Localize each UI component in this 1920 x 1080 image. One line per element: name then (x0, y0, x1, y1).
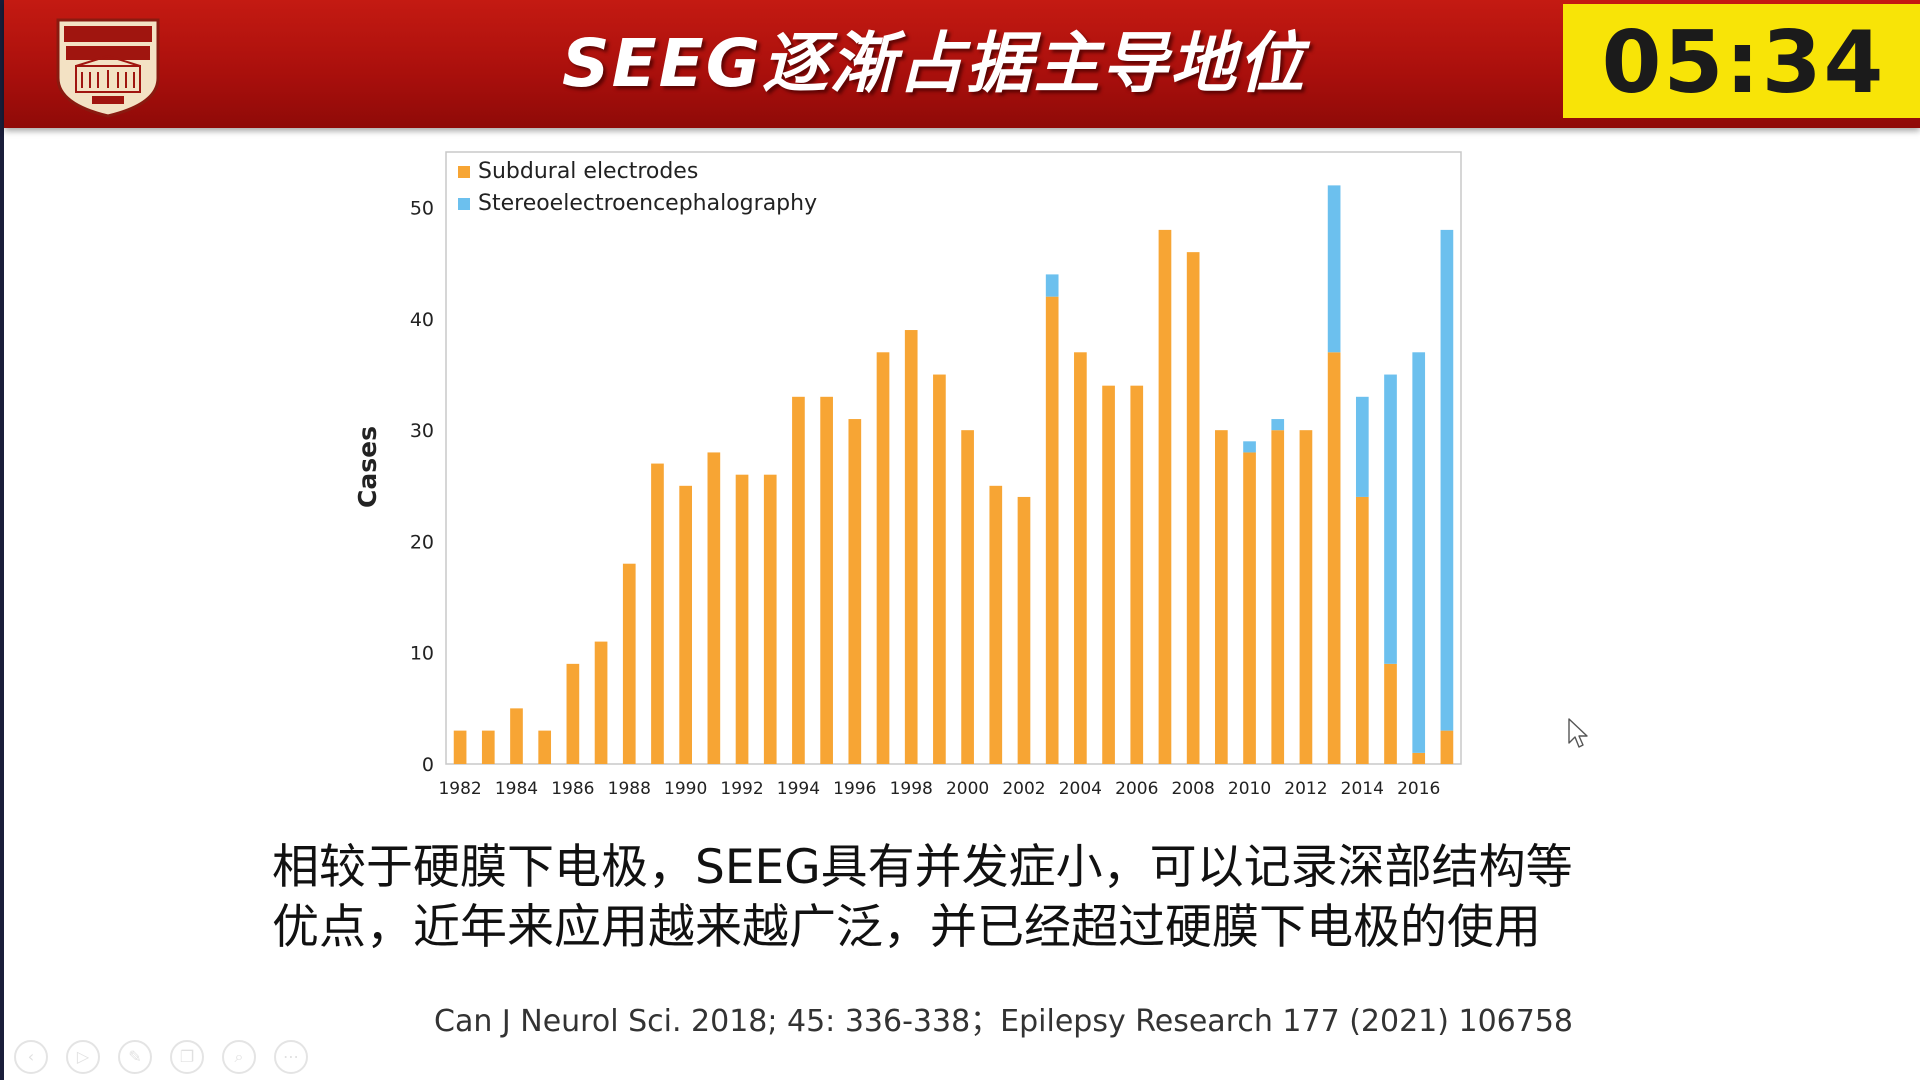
x-tick-label: 2002 (1002, 779, 1045, 799)
bar-seeg (1384, 374, 1397, 664)
bar-subdural (679, 485, 692, 764)
bar-subdural (1440, 730, 1454, 764)
slide-title: SEEG逐渐占据主导地位 (562, 25, 1306, 102)
bar-subdural (538, 730, 552, 764)
bar-seeg (1355, 396, 1369, 497)
bar-subdural (1102, 385, 1115, 764)
bar-subdural (933, 374, 946, 764)
prev-icon[interactable]: ‹ (14, 1040, 48, 1074)
legend-swatch (458, 166, 470, 178)
play-icon[interactable]: ▷ (66, 1040, 100, 1074)
bar-subdural (510, 708, 523, 764)
x-tick-label: 2000 (946, 779, 989, 799)
x-tick-label: 1996 (833, 779, 876, 799)
x-tick-label: 2014 (1341, 779, 1384, 799)
bar-subdural (1045, 296, 1059, 764)
x-tick-label: 1988 (608, 779, 651, 799)
presentation-toolbar: ‹ ▷ ✎ ❐ ⌕ ⋯ (14, 1040, 308, 1076)
bar-subdural (1074, 352, 1087, 764)
bar-subdural (1384, 663, 1397, 764)
x-tick-label: 2004 (1059, 779, 1102, 799)
x-tick-label: 2012 (1284, 779, 1327, 799)
x-tick-label: 1982 (438, 779, 481, 799)
bar-subdural (763, 474, 777, 764)
timer-box: 05:34 (1563, 4, 1920, 118)
y-tick-label: 20 (410, 531, 434, 553)
bar-subdural (1299, 430, 1313, 764)
bar-subdural (707, 452, 721, 764)
bar-seeg (1045, 274, 1059, 297)
bar-subdural (453, 730, 467, 764)
bar-seeg (1440, 229, 1454, 731)
bar-seeg (1271, 419, 1285, 431)
bar-seeg (1412, 352, 1426, 753)
bar-subdural (1327, 352, 1341, 764)
x-tick-label: 2008 (1172, 779, 1215, 799)
x-tick-label: 2010 (1228, 779, 1271, 799)
bar-seeg (1243, 441, 1256, 453)
y-tick-label: 0 (422, 754, 434, 776)
bar-subdural (1243, 452, 1256, 764)
y-tick-label: 50 (410, 198, 434, 220)
x-tick-label: 1984 (495, 779, 538, 799)
bar-subdural (904, 330, 918, 764)
bar-subdural (1158, 229, 1172, 765)
cases-bar-chart: 0 10 20 30 40 50 1982 1984 1986 1988 1990 1992 1994… (353, 151, 1462, 799)
bar-subdural (651, 463, 664, 764)
plot-area (445, 151, 1462, 765)
bar-subdural (622, 563, 636, 764)
y-tick-label: 40 (410, 309, 434, 331)
x-tick-label: 1992 (720, 779, 763, 799)
bar-subdural (566, 663, 580, 764)
bar-subdural (594, 641, 608, 764)
legend-swatch (458, 198, 470, 210)
x-tick-label: 1986 (551, 779, 594, 799)
bar-subdural (1130, 385, 1144, 764)
y-axis-label: Cases (353, 426, 382, 508)
legend-label: Subdural electrodes (478, 159, 698, 184)
bar-subdural (1271, 430, 1285, 764)
mouse-cursor-icon (1568, 718, 1588, 748)
bar-seeg (1327, 185, 1341, 353)
copy-icon[interactable]: ❐ (170, 1040, 204, 1074)
bar-subdural (961, 430, 974, 764)
bar-subdural (1412, 752, 1426, 764)
bar-subdural (820, 396, 833, 764)
bar-subdural (1215, 430, 1228, 764)
citation: Can J Neurol Sci. 2018; 45: 336-338；Epil… (434, 1004, 1574, 1039)
countdown-timer: 05:34 (1601, 13, 1886, 113)
legend-label: Stereoelectroencephalography (478, 191, 817, 216)
caption-line-1: 相较于硬膜下电极，SEEG具有并发症小，可以记录深部结构等 (272, 840, 1573, 895)
y-tick-label: 10 (410, 643, 434, 665)
bar-subdural (481, 730, 495, 764)
zoom-icon[interactable]: ⌕ (222, 1040, 256, 1074)
bar-subdural (1355, 496, 1369, 764)
header-bar: SEEG逐渐占据主导地位 05:34 (4, 0, 1920, 128)
bar-subdural (792, 396, 805, 764)
x-tick-label: 1994 (777, 779, 820, 799)
more-icon[interactable]: ⋯ (274, 1040, 308, 1074)
x-tick-label: 2006 (1115, 779, 1158, 799)
bar-subdural (1017, 496, 1031, 764)
university-logo (56, 18, 160, 118)
x-tick-label: 1990 (664, 779, 707, 799)
bar-subdural (876, 352, 890, 764)
bar-subdural (1186, 252, 1200, 764)
x-tick-label: 2016 (1397, 779, 1440, 799)
y-tick-label: 30 (410, 420, 434, 442)
left-border (0, 0, 4, 1080)
caption: 相较于硬膜下电极，SEEG具有并发症小，可以记录深部结构等 优点，近年来应用越来… (272, 838, 1692, 958)
pen-icon[interactable]: ✎ (118, 1040, 152, 1074)
bar-subdural (989, 485, 1003, 764)
caption-line-2: 优点，近年来应用越来越广泛，并已经超过硬膜下电极的使用 (272, 900, 1541, 955)
x-tick-label: 1998 (890, 779, 933, 799)
bar-subdural (735, 474, 749, 764)
bar-subdural (848, 419, 862, 764)
